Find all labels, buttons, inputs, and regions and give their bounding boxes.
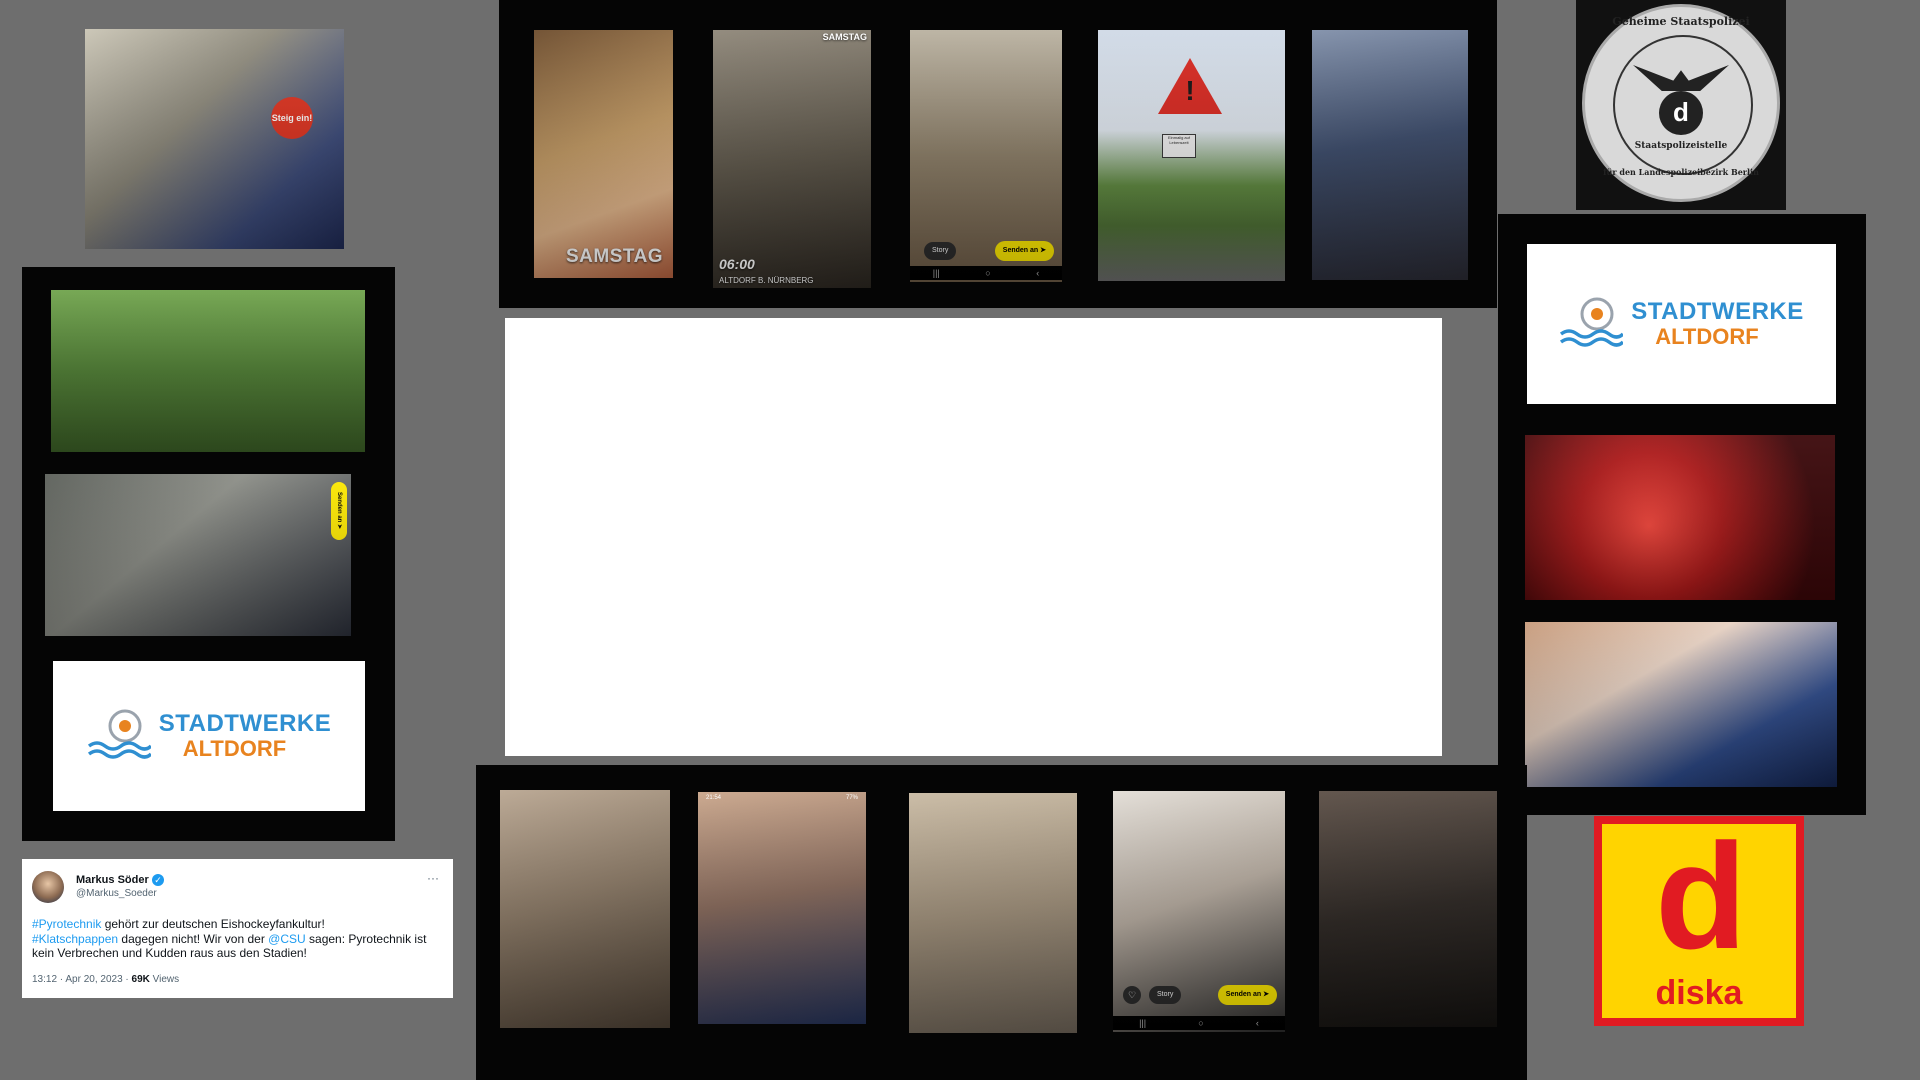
story-corner-label: SAMSTAG (822, 32, 867, 42)
tweet-text-part-3: sagen: Pyrotechnik ist kein Verbrechen u… (32, 931, 427, 961)
stadtwerke-name: STADTWERKE (1631, 298, 1804, 325)
tweet-card[interactable]: Markus Söder ✓ @Markus_Soeder ··· #Pyrot… (22, 859, 453, 998)
avatar[interactable] (32, 871, 64, 903)
story-button[interactable]: Story (924, 242, 957, 260)
more-options-icon[interactable]: ··· (427, 871, 439, 885)
train-sign: Steig ein! (271, 97, 313, 139)
story-photo-field: Story Senden an ➤ ||| ○ ‹ (910, 30, 1062, 282)
back-icon[interactable]: ‹ (1255, 1018, 1259, 1028)
photo-drinking (1525, 622, 1837, 787)
tweet-views-count: 69K (131, 974, 150, 985)
story-caption: SAMSTAG (566, 246, 664, 267)
seal-bottom-text: für den Landespolizeibezirk Berlin (1603, 167, 1759, 177)
recent-apps-icon[interactable]: ||| (1139, 1018, 1147, 1028)
snap-send-vertical[interactable]: Senden an ➤ (331, 482, 347, 540)
story-location: ALTDORF B. NÜRNBERG (719, 276, 814, 285)
left-photo-column: Senden an ➤ STADTWERKE ALTDORF (22, 267, 395, 841)
stadtwerke-emblem-icon (1560, 297, 1624, 347)
warning-exclamation-icon: ! (1185, 75, 1195, 106)
warning-triangle-icon (1158, 58, 1222, 114)
right-photo-column: STADTWERKE ALTDORF (1498, 214, 1866, 815)
stadtwerke-town: ALTDORF (182, 736, 287, 761)
home-icon[interactable]: ○ (1198, 1018, 1204, 1028)
tweet-text-part-2: dagegen nicht! Wir von der (118, 931, 269, 946)
photo-room-bending (500, 790, 670, 1028)
android-nav-bar: ||| ○ ‹ (1113, 1016, 1285, 1030)
story-time: 06:00 (719, 256, 755, 272)
photo-train-conductor: Steig ein! (85, 29, 344, 249)
hashtag-klatschpappen[interactable]: #Klatschpappen (32, 931, 119, 946)
diska-word: diska (1655, 974, 1743, 1012)
stadtwerke-logo-right: STADTWERKE ALTDORF (1527, 244, 1836, 404)
seal-disc: Geheime Staatspolizei d Staatspolizeiste… (1582, 4, 1780, 202)
tweet-author-handle[interactable]: @Markus_Soeder (76, 888, 157, 899)
sign-plate: Einmalig auf Lebenszeit (1162, 134, 1196, 158)
diska-letter: d (1655, 812, 1747, 980)
stadtwerke-name: STADTWERKE (158, 710, 332, 737)
seal-inner-text: Staatspolizeistelle (1634, 141, 1728, 151)
diska-logo: d diska (1594, 816, 1804, 1026)
send-to-button[interactable]: Senden an ➤ (994, 241, 1054, 261)
bottom-photo-strip: 21:54 77% ♡ Story Senden an ➤ ||| ○ ‹ (476, 765, 1527, 1080)
status-battery: 77% (845, 795, 858, 801)
home-icon[interactable]: ○ (985, 268, 991, 278)
tweet-meta: 13:12 · Apr 20, 2023 · 69K Views (32, 974, 179, 985)
tweet-text: #Pyrotechnik gehört zur deutschen Eishoc… (32, 917, 442, 961)
snap-action-bar: Story Senden an ➤ (910, 238, 1062, 264)
seal-letter: d (1659, 91, 1703, 135)
top-photo-strip: SAMSTAG SAMSTAG 06:00 ALTDORF B. NÜRNBER… (499, 0, 1497, 308)
diska-yellow-field: d diska (1602, 812, 1796, 1018)
android-nav-bar: ||| ○ ‹ (910, 266, 1062, 280)
photo-red-light-party (1525, 435, 1835, 600)
photo-suit-balloon (909, 793, 1077, 1033)
recent-apps-icon[interactable]: ||| (932, 268, 940, 278)
photo-mask-sleeping: ♡ Story Senden an ➤ ||| ○ ‹ (1113, 791, 1285, 1032)
story-photo-party-1: SAMSTAG (534, 30, 673, 278)
tweet-timestamp[interactable]: 13:12 · Apr 20, 2023 · (32, 974, 132, 985)
story-photo-warning-sign: ! Einmalig auf Lebenszeit (1098, 30, 1285, 281)
photo-night-street (1319, 791, 1497, 1027)
status-time: 21:54 (706, 795, 722, 801)
center-blank-area (505, 318, 1442, 756)
stadtwerke-town: ALTDORF (1655, 324, 1759, 349)
story-photo-stadium-selfie (1312, 30, 1468, 280)
hashtag-pyrotechnik[interactable]: #Pyrotechnik (32, 917, 102, 931)
story-photo-hallway: SAMSTAG 06:00 ALTDORF B. NÜRNBERG (713, 30, 871, 288)
tweet-text-part-1: gehört zur deutschen Eishockeyfankultur! (101, 917, 325, 931)
story-button[interactable]: Story (1149, 986, 1182, 1004)
photo-swing-group (51, 290, 365, 452)
gestapo-seal-image: Geheime Staatspolizei d Staatspolizeiste… (1576, 0, 1786, 210)
tweet-author-name[interactable]: Markus Söder (76, 874, 149, 886)
stadtwerke-emblem-icon (87, 709, 151, 759)
tweet-views-label: Views (149, 974, 180, 985)
photo-crowd-selfie: 21:54 77% (698, 792, 866, 1024)
photo-selfie-cap: Senden an ➤ (45, 474, 351, 636)
mention-csu[interactable]: @CSU (268, 931, 306, 946)
back-icon[interactable]: ‹ (1036, 268, 1040, 278)
verified-badge-icon: ✓ (152, 874, 164, 886)
seal-top-text: Geheime Staatspolizei (1612, 15, 1750, 28)
stadtwerke-logo-left: STADTWERKE ALTDORF (53, 661, 365, 811)
seal-ring (1613, 35, 1753, 175)
heart-icon[interactable]: ♡ (1123, 986, 1141, 1004)
send-to-button[interactable]: Senden an ➤ (1217, 985, 1277, 1005)
